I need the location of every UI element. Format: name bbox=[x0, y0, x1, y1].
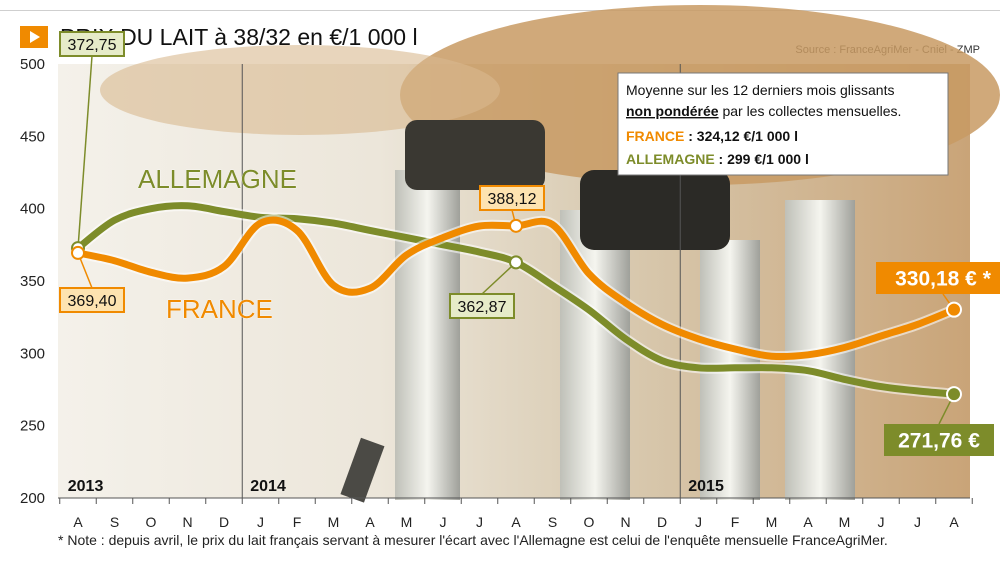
info-line-1: Moyenne sur les 12 derniers mois glissan… bbox=[626, 82, 894, 98]
label-box-france bbox=[876, 262, 1000, 294]
x-tick-label: S bbox=[548, 514, 557, 530]
x-tick-label: J bbox=[695, 514, 702, 530]
x-tick-label: M bbox=[328, 514, 340, 530]
data-marker-france bbox=[71, 245, 85, 260]
x-tick-label: A bbox=[511, 514, 521, 530]
label-leader-allemagne bbox=[77, 55, 93, 249]
x-tick-label: D bbox=[219, 514, 229, 530]
data-label-allemagne: 362,87 bbox=[458, 299, 507, 316]
label-box-allemagne bbox=[449, 293, 515, 319]
y-tick-label: 500 bbox=[20, 56, 45, 73]
x-tick-label: N bbox=[620, 514, 630, 530]
x-tick-label: M bbox=[766, 514, 778, 530]
series-title-allemagne: ALLEMAGNE bbox=[138, 164, 297, 194]
info-allemagne-value: : 299 €/1 000 l bbox=[715, 151, 809, 167]
x-tick-label: D bbox=[657, 514, 667, 530]
data-label-france: 369,40 bbox=[68, 293, 117, 310]
info-box: Moyenne sur les 12 derniers mois glissan… bbox=[617, 72, 949, 176]
x-tick-label: S bbox=[110, 514, 119, 530]
label-box-france bbox=[59, 287, 125, 313]
label-box-allemagne bbox=[59, 31, 125, 57]
footnote: * Note : depuis avril, le prix du lait f… bbox=[58, 532, 888, 548]
label-box-allemagne bbox=[884, 424, 994, 456]
x-tick-label: J bbox=[476, 514, 483, 530]
y-tick-label: 450 bbox=[20, 128, 45, 145]
info-line-2-bold: non pondérée bbox=[626, 103, 719, 119]
x-tick-label: J bbox=[257, 514, 264, 530]
x-tick-label: N bbox=[182, 514, 192, 530]
data-marker-allemagne bbox=[946, 386, 962, 403]
data-label-allemagne: 372,75 bbox=[68, 37, 117, 54]
label-box-france bbox=[479, 185, 545, 211]
year-label: 2015 bbox=[688, 478, 724, 495]
x-tick-label: J bbox=[914, 514, 921, 530]
y-tick-label: 200 bbox=[20, 490, 45, 507]
x-tick-label: J bbox=[440, 514, 447, 530]
data-marker-france bbox=[509, 218, 523, 233]
info-line-2: non pondérée par les collectes mensuelle… bbox=[626, 103, 901, 119]
info-france-value: : 324,12 €/1 000 l bbox=[684, 128, 798, 144]
x-tick-label: A bbox=[803, 514, 813, 530]
info-allemagne-label: ALLEMAGNE bbox=[626, 151, 715, 167]
x-tick-label: A bbox=[365, 514, 375, 530]
data-labels: 372,75 369,40 388,12 362,87 330,18 € * 271,76… bbox=[59, 31, 1000, 456]
y-tick-label: 350 bbox=[20, 273, 45, 290]
y-tick-label: 250 bbox=[20, 418, 45, 435]
x-tick-label: F bbox=[293, 514, 302, 530]
x-tick-label: O bbox=[584, 514, 595, 530]
top-rule bbox=[0, 10, 1000, 11]
x-tick-label: A bbox=[949, 514, 959, 530]
x-tick-label: F bbox=[731, 514, 740, 530]
y-tick-label: 300 bbox=[20, 345, 45, 362]
series-title-france: FRANCE bbox=[166, 294, 273, 324]
x-tick-label: A bbox=[73, 514, 83, 530]
x-tick-label: M bbox=[401, 514, 413, 530]
year-label: 2014 bbox=[250, 478, 286, 495]
x-tick-label: M bbox=[839, 514, 851, 530]
x-tick-label: J bbox=[878, 514, 885, 530]
data-label-france: 330,18 € * bbox=[895, 268, 992, 291]
play-arrow-icon bbox=[20, 26, 48, 48]
data-label-france: 388,12 bbox=[488, 191, 537, 208]
data-marker-allemagne bbox=[509, 255, 523, 270]
info-allemagne: ALLEMAGNE : 299 €/1 000 l bbox=[626, 151, 809, 167]
year-label: 2013 bbox=[68, 478, 104, 495]
y-tick-label: 400 bbox=[20, 201, 45, 218]
info-france-label: FRANCE bbox=[626, 128, 684, 144]
label-leader-allemagne bbox=[481, 261, 517, 295]
data-marker-france bbox=[946, 301, 962, 318]
info-line-2-rest: par les collectes mensuelles. bbox=[719, 103, 902, 119]
info-france: FRANCE : 324,12 €/1 000 l bbox=[626, 128, 798, 144]
data-label-allemagne: 271,76 € bbox=[898, 430, 980, 453]
x-tick-label: O bbox=[146, 514, 157, 530]
